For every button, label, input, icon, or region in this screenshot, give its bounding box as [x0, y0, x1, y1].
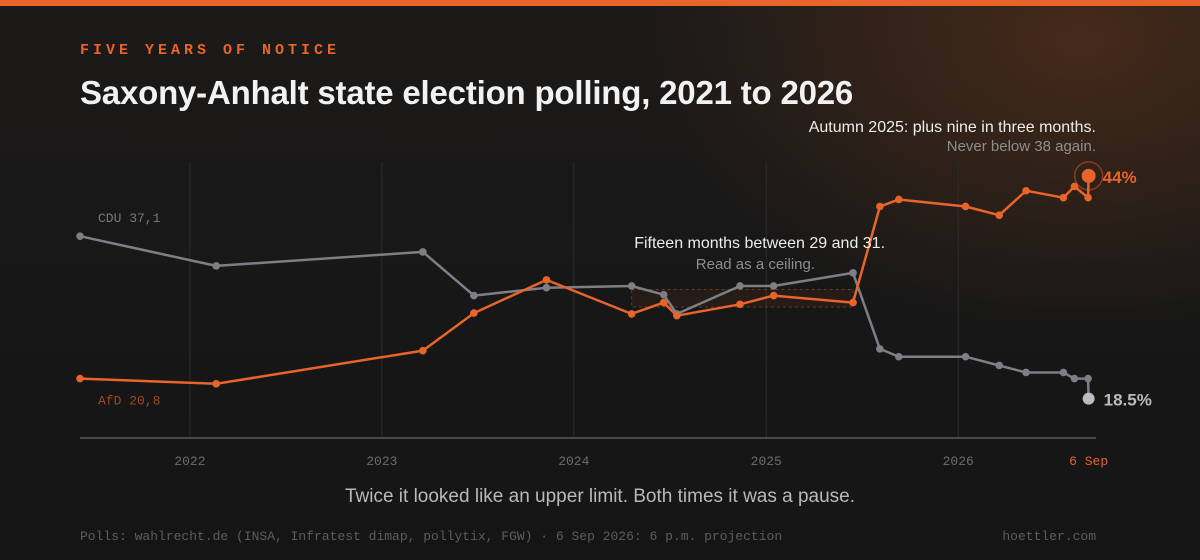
- source-note: Polls: wahlrecht.de (INSA, Infratest dim…: [80, 529, 783, 544]
- cdu-point: [876, 345, 884, 353]
- afd-point: [736, 300, 744, 309]
- cdu-point: [736, 282, 744, 290]
- cdu-point: [419, 248, 427, 256]
- afd-point: [1022, 186, 1030, 195]
- kicker: FIVE YEARS OF NOTICE: [80, 42, 341, 59]
- afd-point: [894, 195, 903, 204]
- x-tick-label: 2023: [366, 454, 397, 469]
- cdu-line: [78, 234, 1090, 400]
- x-tick-label: 2025: [751, 454, 782, 469]
- cdu-point: [659, 290, 668, 299]
- cdu-point: [769, 282, 778, 290]
- cdu-start-label: CDU 37,1: [98, 211, 161, 226]
- afd-point: [470, 309, 478, 317]
- accent-top-bar: [0, 0, 1200, 6]
- afd-point: [419, 346, 427, 355]
- series-lines: [78, 174, 1090, 400]
- afd-point: [76, 374, 84, 383]
- cdu-point: [1059, 368, 1068, 377]
- afd-start-label: AfD 20,8: [98, 394, 160, 409]
- x-end-label: 6 Sep: [1069, 454, 1108, 469]
- cdu-point: [849, 269, 857, 277]
- x-tick-label: 2022: [174, 454, 205, 469]
- ceiling-annotation: Fifteen months between 29 and 31.: [634, 235, 885, 252]
- x-tick-label: 2026: [943, 454, 974, 469]
- afd-point: [1070, 182, 1079, 191]
- afd-point: [876, 202, 884, 211]
- chart-labels: 2022 2023 2024 2025 2026 6 Sep CDU 37,1 18.5% Af…: [98, 119, 1152, 469]
- afd-end-label: 44%: [1103, 168, 1137, 187]
- credit: hoettler.com: [1002, 529, 1096, 544]
- autumn-annotation: Autumn 2025: plus nine in three months.: [809, 119, 1096, 136]
- cdu-point: [627, 282, 636, 290]
- afd-point: [1059, 193, 1068, 202]
- chart-title: Saxony-Anhalt state election polling, 20…: [80, 74, 854, 111]
- afd-point: [1084, 193, 1092, 202]
- chart-caption: Twice it looked like an upper limit. Bot…: [344, 486, 856, 507]
- year-grid: [80, 162, 1096, 439]
- cdu-point: [1070, 374, 1079, 383]
- afd-point: [849, 298, 857, 307]
- afd-point: [627, 310, 636, 318]
- cdu-point: [470, 291, 478, 300]
- afd-point: [961, 202, 970, 211]
- cdu-point: [76, 232, 84, 240]
- afd-end-point: [1081, 168, 1096, 183]
- cdu-point: [1084, 374, 1092, 383]
- cdu-point: [212, 262, 221, 270]
- afd-point: [659, 298, 668, 307]
- series-points: [76, 161, 1104, 405]
- cdu-end-point: [1082, 392, 1095, 405]
- afd-point: [769, 291, 778, 300]
- autumn-annotation-sub: Never below 38 again.: [947, 138, 1096, 155]
- afd-point: [673, 311, 681, 320]
- cdu-end-label: 18.5%: [1104, 391, 1152, 410]
- afd-end-halo: [1073, 161, 1104, 191]
- x-tick-label: 2024: [558, 454, 589, 469]
- cdu-point: [995, 361, 1004, 370]
- afd-line: [78, 174, 1090, 386]
- cdu-point: [1022, 368, 1030, 377]
- cdu-point: [961, 352, 970, 361]
- afd-point: [212, 380, 221, 388]
- cdu-point: [894, 352, 903, 361]
- ceiling-annotation-sub: Read as a ceiling.: [696, 256, 815, 273]
- afd-point: [995, 211, 1004, 220]
- cdu-point: [542, 283, 551, 292]
- afd-point: [542, 276, 551, 284]
